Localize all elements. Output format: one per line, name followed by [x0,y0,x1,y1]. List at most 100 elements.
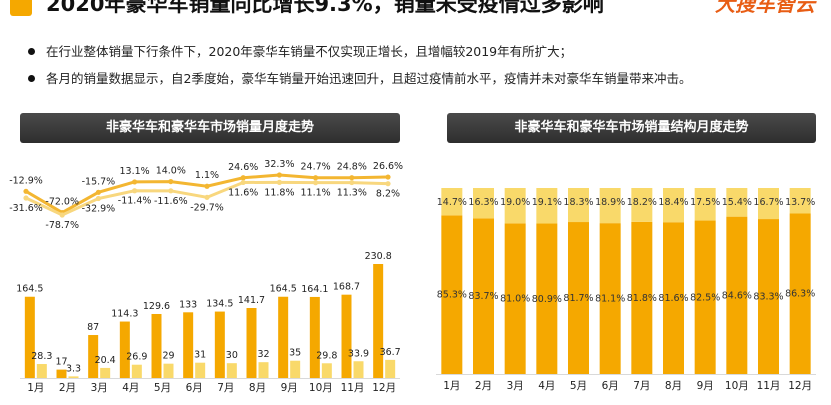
x-tick-label: 10月 [309,382,333,394]
x-tick-label: 4月 [538,380,555,392]
growth-label: -15.7% [82,176,116,187]
share-label: 82.5% [690,292,720,303]
share-label: 81.0% [500,294,530,305]
section-number-icon [10,0,32,16]
growth-label: 14.0% [156,166,186,177]
x-tick-label: 1月 [27,382,44,394]
x-tick-label: 11月 [341,382,365,394]
bar-value-label: 87 [87,322,99,333]
bar-value-label: 29.8 [316,350,337,361]
share-label: 13.7% [785,197,815,208]
growth-label: -31.6% [9,203,43,214]
x-tick-label: 12月 [372,382,396,394]
share-label: 81.7% [563,293,593,304]
growth-label: 11.3% [337,188,367,199]
growth-label: -32.9% [82,203,116,214]
bar-non-luxury [309,296,320,378]
bar-luxury-share [789,188,811,214]
bar-non-luxury [151,313,162,378]
bar-non-luxury-share [536,223,558,374]
bar-non-luxury [183,312,194,378]
bar-luxury-share [536,188,558,224]
bar-luxury [353,361,364,378]
share-label: 19.1% [532,197,562,208]
share-label: 81.1% [595,294,625,305]
x-tick-label: 3月 [91,382,108,394]
growth-point [276,179,282,185]
growth-label: -72.0% [45,197,79,208]
share-label: 81.6% [658,293,688,304]
bar-non-luxury [246,308,257,378]
bar-non-luxury-share [504,223,526,374]
growth-point [132,188,138,194]
bar-luxury [68,376,79,378]
x-tick-label: 2月 [59,382,76,394]
bar-luxury-share [694,188,716,221]
bullet-list: 在行业整体销量下行条件下，2020年豪华车销量不仅实现正增长，且增幅较2019年… [28,38,818,92]
bar-luxury [258,362,269,378]
share-label: 18.4% [658,197,688,208]
bar-value-label: 17 [55,357,67,368]
growth-label: -78.7% [45,220,79,231]
growth-point [168,178,174,185]
bar-non-luxury-share [631,221,653,374]
bar-value-label: 26.9 [126,352,147,363]
growth-label: 24.7% [301,162,331,173]
growth-point [168,188,174,194]
bar-luxury-share [663,188,684,223]
growth-point [23,188,29,194]
share-label: 18.9% [595,197,625,208]
left-chart-title: 非豪华车和豪华车市场销量月度走势 [20,113,400,143]
growth-point [349,179,355,186]
bar-value-label: 29 [162,351,174,362]
bar-luxury-share [726,188,748,217]
growth-label: 32.3% [264,159,294,170]
growth-label: 1.1% [195,170,219,181]
bar-non-luxury [119,321,130,378]
bar-value-label: 32 [257,349,269,360]
bar-non-luxury-share [789,213,811,374]
bar-value-label: 36.7 [380,347,401,358]
growth-point [23,195,29,201]
right-chart-title: 非豪华车和豪华车市场销量结构月度走势 [447,113,816,143]
x-tick-label: 2月 [475,380,492,392]
bar-value-label: 35 [289,348,301,359]
bullet-text: 各月的销量数据显示，自2季度始，豪华车销量开始迅速回升，且超过疫情前水平，疫情并… [46,71,692,86]
growth-label: -12.9% [9,175,43,186]
x-tick-label: 9月 [697,380,714,392]
bullet-text: 在行业整体销量下行条件下，2020年豪华车销量不仅实现正增长，且增幅较2019年… [46,44,573,59]
growth-label: 26.6% [373,161,403,172]
bar-luxury [36,364,47,378]
page-title: 2020年豪华车销量同比增长9.3%，销量未受疫情过多影响 [46,0,604,16]
bar-luxury-share [631,188,653,222]
share-label: 16.7% [753,197,783,208]
x-tick-label: 6月 [186,382,203,394]
bar-non-luxury-share [726,216,748,374]
bar-luxury [131,364,142,378]
bar-luxury-share [473,188,494,219]
bar-non-luxury-share [599,223,621,374]
bar-value-label: 129.6 [143,301,170,312]
bar-non-luxury [341,294,352,378]
x-tick-label: 8月 [665,380,682,392]
bar-value-label: 230.8 [365,251,392,262]
bullet-dot-icon [28,48,35,55]
x-tick-label: 6月 [602,380,619,392]
bar-value-label: 33.9 [348,348,369,359]
growth-label: 13.1% [120,166,150,177]
title-strip: 2020年豪华车销量同比增长9.3%，销量未受疫情过多影响 大搜车智云 [0,0,831,18]
bar-luxury-share [599,188,621,224]
growth-label: -29.7% [190,202,224,213]
x-tick-label: 1月 [443,380,460,392]
x-tick-label: 5月 [154,382,171,394]
bar-non-luxury [278,296,289,378]
growth-label: 11.6% [228,187,258,198]
x-tick-label: 4月 [122,382,139,394]
share-label: 18.3% [563,197,593,208]
x-tick-label: 7月 [633,380,650,392]
bar-value-label: 134.5 [206,299,233,310]
bar-non-luxury-share [758,219,779,374]
bar-non-luxury-share [663,222,684,374]
share-label: 14.7% [437,197,467,208]
growth-point [349,175,355,181]
